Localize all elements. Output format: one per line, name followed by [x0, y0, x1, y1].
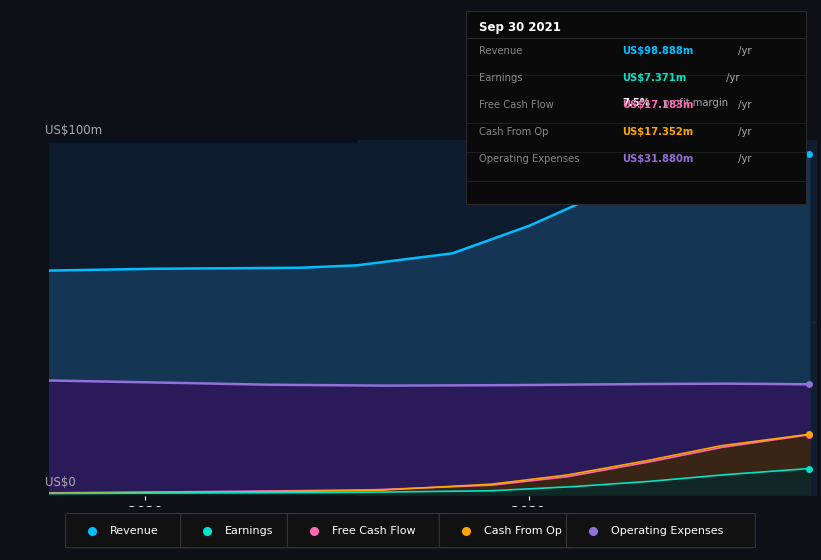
Text: /yr: /yr: [735, 154, 751, 164]
Bar: [49, 140, 356, 496]
Text: Earnings: Earnings: [479, 73, 523, 83]
FancyBboxPatch shape: [439, 514, 575, 548]
Text: /yr: /yr: [723, 73, 740, 83]
Text: US$17.183m: US$17.183m: [622, 100, 694, 110]
Text: 7.5%: 7.5%: [622, 98, 650, 108]
Text: US$17.352m: US$17.352m: [622, 127, 694, 137]
Text: Free Cash Flow: Free Cash Flow: [479, 100, 554, 110]
FancyBboxPatch shape: [181, 514, 296, 548]
Text: US$98.888m: US$98.888m: [622, 46, 694, 56]
FancyBboxPatch shape: [66, 514, 189, 548]
Text: US$31.880m: US$31.880m: [622, 154, 694, 164]
Text: Operating Expenses: Operating Expenses: [611, 526, 723, 535]
Text: Revenue: Revenue: [479, 46, 522, 56]
Text: profit margin: profit margin: [660, 98, 728, 108]
FancyBboxPatch shape: [566, 514, 755, 548]
FancyBboxPatch shape: [287, 514, 447, 548]
Text: /yr: /yr: [735, 127, 751, 137]
Text: Cash From Op: Cash From Op: [479, 127, 548, 137]
Text: /yr: /yr: [735, 100, 751, 110]
Text: Free Cash Flow: Free Cash Flow: [332, 526, 415, 535]
Text: Sep 30 2021: Sep 30 2021: [479, 21, 561, 34]
Text: Revenue: Revenue: [110, 526, 158, 535]
Text: Cash From Op: Cash From Op: [484, 526, 562, 535]
Text: Operating Expenses: Operating Expenses: [479, 154, 580, 164]
Text: US$100m: US$100m: [45, 124, 103, 137]
Text: US$7.371m: US$7.371m: [622, 73, 686, 83]
Text: /yr: /yr: [735, 46, 751, 56]
Text: Earnings: Earnings: [225, 526, 273, 535]
Text: US$0: US$0: [45, 476, 76, 489]
